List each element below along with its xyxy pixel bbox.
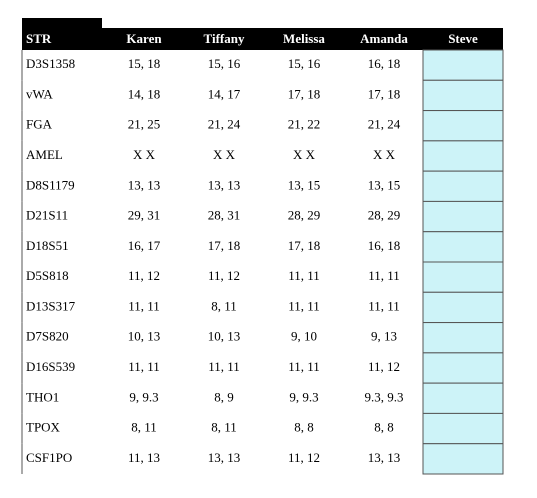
allele-cell: 21, 24 (368, 117, 401, 132)
allele-cell: 8, 8 (294, 420, 314, 435)
locus-label: TPOX (26, 420, 61, 435)
allele-cell: 10, 13 (128, 329, 161, 344)
allele-cell: 11, 11 (128, 359, 160, 374)
allele-cell: 9, 13 (371, 329, 397, 344)
locus-label: FGA (26, 117, 53, 132)
allele-cell: 8, 9 (214, 389, 234, 404)
locus-label: vWA (26, 86, 53, 101)
allele-cell: 13, 13 (368, 450, 401, 465)
allele-cell: 13, 13 (208, 450, 241, 465)
allele-cell: 11, 11 (288, 359, 320, 374)
steve-cell (422, 140, 504, 172)
locus-label: CSF1PO (26, 450, 72, 465)
locus-label: AMEL (26, 147, 63, 162)
allele-cell: 29, 31 (128, 208, 161, 223)
allele-cell: 11, 11 (368, 298, 400, 313)
allele-cell: 11, 12 (368, 359, 400, 374)
locus-label: D5S818 (26, 268, 69, 283)
allele-cell: 15, 18 (128, 56, 161, 71)
allele-cell: 11, 11 (368, 268, 400, 283)
allele-cell: 17, 18 (288, 86, 321, 101)
allele-cell: 11, 12 (208, 268, 240, 283)
header-bar (22, 28, 503, 50)
steve-cell (422, 261, 504, 293)
allele-cell: 28, 29 (368, 208, 401, 223)
locus-label: D21S11 (26, 208, 68, 223)
allele-cell: 21, 25 (128, 117, 161, 132)
steve-cell (422, 79, 504, 112)
steve-cell (422, 443, 504, 475)
allele-cell: X X (373, 147, 396, 162)
column-header: Amanda (360, 31, 408, 46)
allele-cell: 28, 31 (208, 208, 241, 223)
header-tab (22, 18, 102, 28)
steve-cell (422, 49, 504, 81)
locus-label: D13S317 (26, 298, 76, 313)
column-header: Karen (126, 31, 162, 46)
allele-cell: X X (133, 147, 156, 162)
allele-cell: 9, 9.3 (129, 389, 158, 404)
allele-cell: 11, 12 (288, 450, 320, 465)
allele-cell: 11, 12 (128, 268, 160, 283)
allele-cell: 9.3, 9.3 (365, 389, 404, 404)
steve-cell (422, 110, 504, 142)
column-header: Tiffany (204, 31, 245, 46)
allele-cell: 16, 18 (368, 56, 401, 71)
locus-label: THO1 (26, 389, 59, 404)
allele-cell: 8, 11 (211, 298, 237, 313)
allele-cell: 13, 15 (288, 177, 321, 192)
steve-cell (422, 322, 504, 354)
allele-cell: 10, 13 (208, 329, 241, 344)
steve-cell (422, 382, 504, 414)
allele-cell: 15, 16 (208, 56, 241, 71)
steve-cell (422, 170, 504, 202)
allele-cell: 21, 22 (288, 117, 321, 132)
allele-cell: 16, 18 (368, 238, 401, 253)
allele-cell: 11, 11 (288, 268, 320, 283)
allele-cell: 11, 11 (288, 298, 320, 313)
locus-label: D3S1358 (26, 56, 75, 71)
allele-cell: 28, 29 (288, 208, 321, 223)
steve-cell (422, 412, 504, 445)
allele-cell: X X (213, 147, 236, 162)
allele-cell: 11, 13 (128, 450, 160, 465)
allele-cell: 17, 18 (288, 238, 321, 253)
allele-cell: 13, 13 (208, 177, 241, 192)
allele-cell: 13, 15 (368, 177, 401, 192)
locus-label: D16S539 (26, 359, 75, 374)
allele-cell: 8, 11 (131, 420, 157, 435)
allele-cell: 17, 18 (368, 86, 401, 101)
allele-cell: 11, 11 (208, 359, 240, 374)
steve-cell (422, 291, 504, 324)
locus-label: D18S51 (26, 238, 69, 253)
locus-label: D8S1179 (26, 177, 75, 192)
steve-cell (422, 231, 504, 263)
locus-label: D7S820 (26, 329, 69, 344)
allele-cell: 13, 13 (128, 177, 161, 192)
column-header: Melissa (283, 31, 325, 46)
allele-cell: 14, 18 (128, 86, 161, 101)
column-header: Steve (448, 31, 478, 46)
allele-cell: 11, 11 (128, 298, 160, 313)
allele-cell: 16, 17 (128, 238, 161, 253)
allele-cell: 21, 24 (208, 117, 241, 132)
allele-cell: 17, 18 (208, 238, 241, 253)
allele-cell: X X (293, 147, 316, 162)
allele-cell: 8, 8 (374, 420, 394, 435)
allele-cell: 9, 9.3 (289, 389, 318, 404)
allele-cell: 9, 10 (291, 329, 317, 344)
allele-cell: 14, 17 (208, 86, 241, 101)
allele-cell: 8, 11 (211, 420, 237, 435)
allele-cell: 15, 16 (288, 56, 321, 71)
steve-cell (422, 200, 504, 233)
column-header: STR (26, 31, 52, 46)
steve-cell (422, 352, 504, 384)
